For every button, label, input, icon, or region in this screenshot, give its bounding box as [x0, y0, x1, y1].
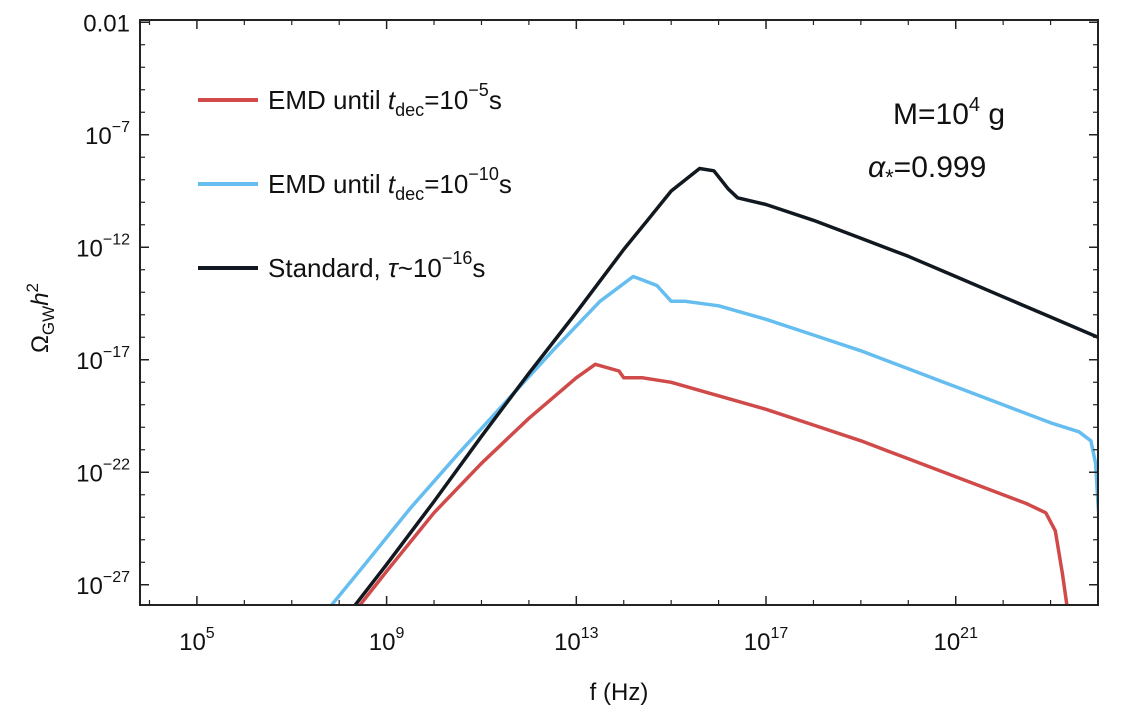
- y-tick-label: 10−12: [76, 231, 130, 262]
- legend-label: EMD until tdec=10−10s: [268, 164, 512, 204]
- legend-label: EMD until tdec=10−5s: [268, 80, 502, 120]
- legend-item-0: EMD until tdec=10−5s: [198, 80, 502, 120]
- legend-label: Standard, τ~10−16s: [268, 248, 485, 283]
- svg-text:ΩGWh2: ΩGWh2: [23, 283, 58, 353]
- svg-text:M=104 g: M=104 g: [893, 94, 1005, 131]
- svg-text:α*=0.999: α*=0.999: [868, 151, 986, 190]
- y-tick-label: 0.01: [83, 10, 130, 37]
- x-tick-label: 109: [369, 625, 405, 656]
- y-tick-label: 10−27: [76, 569, 130, 600]
- plot-frame: [139, 19, 1099, 606]
- legend-item-1: EMD until tdec=10−10s: [198, 164, 512, 204]
- series-line-0: [357, 362, 1069, 605]
- legend: EMD until tdec=10−5s EMD until tdec=10−10…: [198, 80, 512, 283]
- annotation-alpha: α*=0.999: [868, 151, 986, 190]
- y-axis-label: ΩGWh2: [23, 283, 58, 353]
- y-tick-label: 10−7: [85, 119, 130, 150]
- x-tick-label: 1013: [554, 625, 599, 656]
- y-axis-ticks: 0.01 10−7 10−12 10−17 10−22 10−27: [76, 10, 1098, 600]
- series-layer: [329, 166, 1098, 605]
- series-line-1: [329, 274, 1098, 605]
- annotation-mass: M=104 g: [893, 94, 1005, 131]
- legend-item-2: Standard, τ~10−16s: [198, 248, 485, 283]
- x-tick-label: 1017: [744, 625, 789, 656]
- x-axis-ticks: 105 109 1013 1017 1021: [148, 20, 1099, 656]
- x-axis-label: f (Hz): [590, 679, 649, 706]
- x-tick-label: 105: [179, 625, 215, 656]
- series-line-2: [352, 166, 1098, 605]
- y-tick-label: 10−22: [76, 456, 130, 487]
- x-tick-label: 1021: [933, 625, 978, 656]
- y-tick-label: 10−17: [76, 344, 130, 375]
